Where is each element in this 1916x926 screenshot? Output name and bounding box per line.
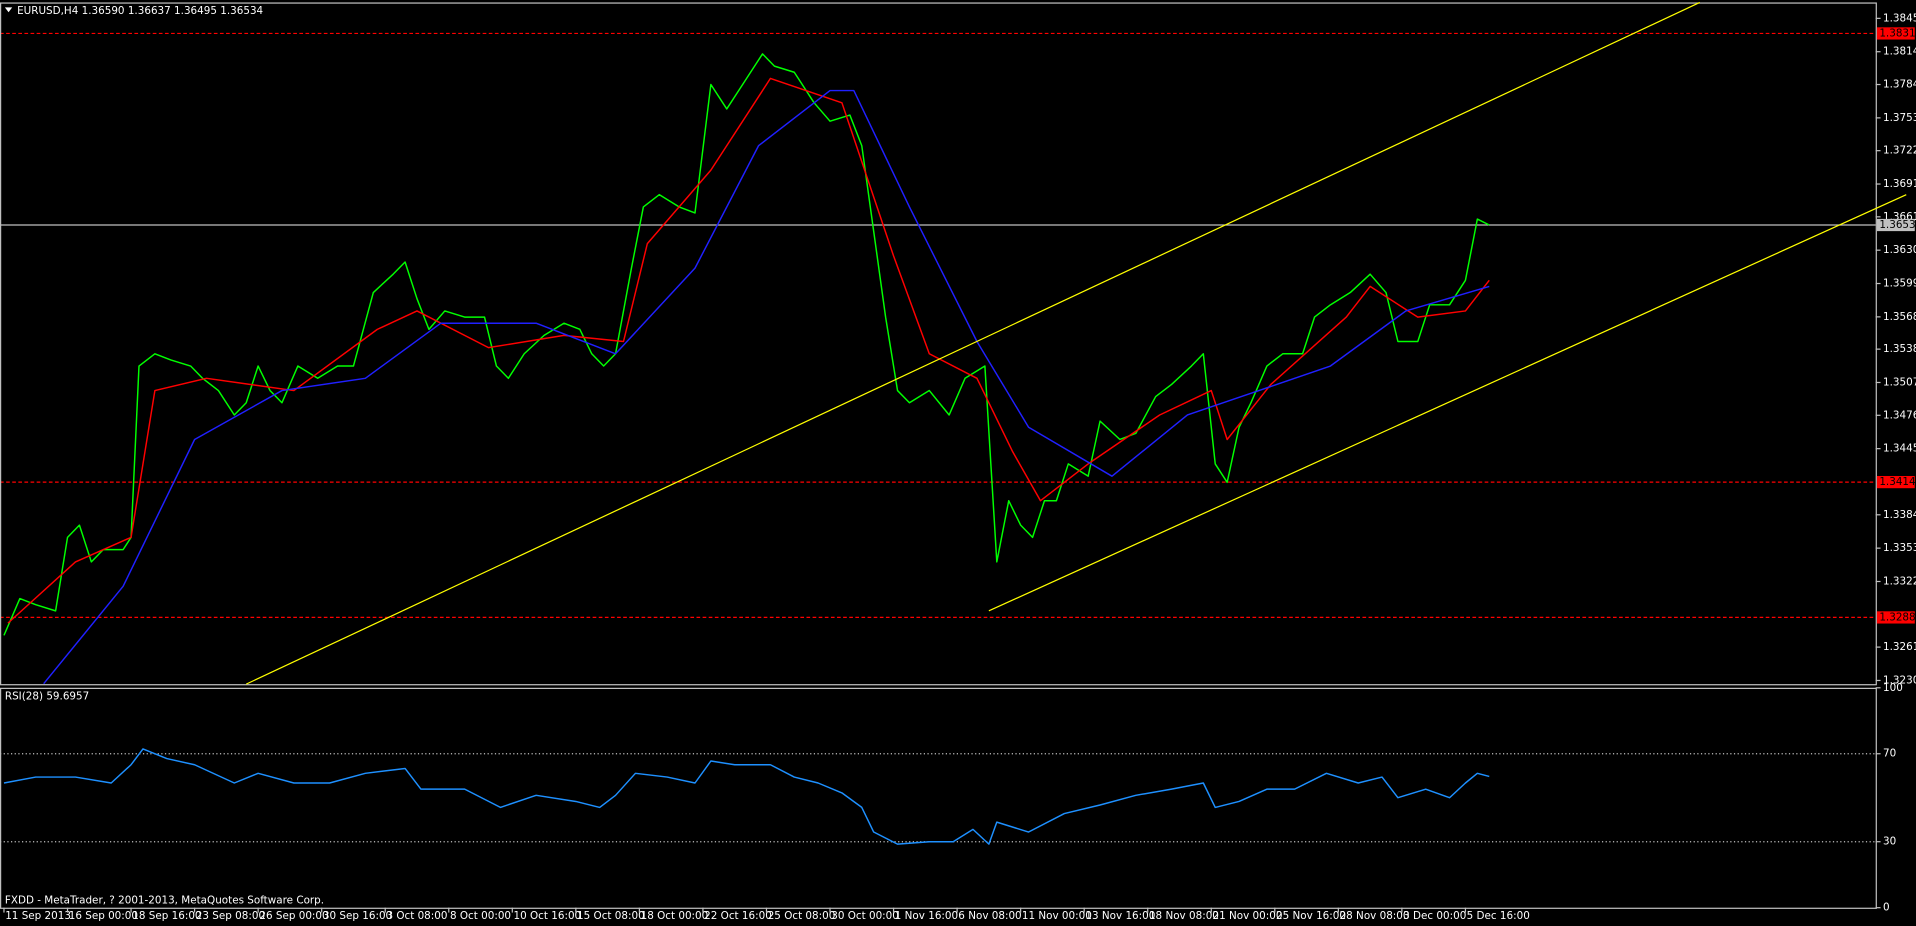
- y-tick-label: 0: [1883, 902, 1890, 914]
- y-tick-label: 1.35380: [1883, 343, 1916, 355]
- y-tick-label: 1.34455: [1883, 443, 1916, 455]
- y-tick-label: 70: [1883, 748, 1896, 760]
- level-label: 1.32886: [1879, 611, 1916, 623]
- x-tick-label: 23 Sep 08:00: [196, 910, 265, 922]
- x-tick-label: 25 Oct 08:00: [768, 910, 836, 922]
- x-tick-label: 28 Nov 08:00: [1340, 910, 1410, 922]
- y-tick-label: 1.32300: [1883, 674, 1916, 686]
- plot-area: [0, 748, 1876, 845]
- y-tick-label: 1.33530: [1883, 542, 1916, 554]
- y-tick-label: 1.35990: [1883, 278, 1916, 290]
- pane-title: RSI(28) 59.6957: [5, 690, 89, 702]
- x-tick-label: 22 Oct 16:00: [704, 910, 772, 922]
- x-tick-label: 18 Nov 08:00: [1149, 910, 1219, 922]
- last-price-label: 1.36534: [1879, 219, 1916, 231]
- x-tick-label: 3 Dec 00:00: [1403, 910, 1466, 922]
- x-tick-label: 30 Sep 16:00: [323, 910, 392, 922]
- x-tick-label: 30 Oct 00:00: [831, 910, 899, 922]
- y-tick-label: 100: [1883, 682, 1903, 694]
- plot-area: [0, 32, 1876, 685]
- x-tick-label: 18 Oct 00:00: [641, 910, 709, 922]
- series-line: [43, 89, 1490, 685]
- x-tick-label: 11 Sep 2013: [5, 910, 71, 922]
- series-line: [3, 748, 1490, 845]
- level-label: 1.38315: [1879, 27, 1916, 39]
- y-tick-label: 1.34765: [1883, 409, 1916, 421]
- y-tick-label: 1.33840: [1883, 509, 1916, 521]
- level-box: [1876, 611, 1915, 624]
- x-tick-label: 1 Nov 16:00: [895, 910, 958, 922]
- y-tick-label: 30: [1883, 836, 1896, 848]
- x-tick-label: 16 Sep 00:00: [69, 910, 138, 922]
- series-line: [3, 53, 1490, 636]
- x-tick-label: 10 Oct 16:00: [514, 910, 582, 922]
- x-tick-label: 8 Oct 00:00: [450, 910, 511, 922]
- y-tick-label: 1.37530: [1883, 112, 1916, 124]
- pane-frame: [0, 687, 1877, 909]
- x-tick-label: 15 Oct 08:00: [577, 910, 645, 922]
- trendline: [988, 194, 1907, 612]
- x-tick-label: 21 Nov 00:00: [1212, 910, 1282, 922]
- x-tick-label: 18 Sep 16:00: [132, 910, 201, 922]
- y-tick-label: 1.35070: [1883, 376, 1916, 388]
- y-tick-label: 1.36915: [1883, 178, 1916, 190]
- x-tick-label: 5 Dec 16:00: [1467, 910, 1530, 922]
- menu-arrow: [4, 7, 13, 13]
- level-box: [1876, 475, 1915, 489]
- level-box: [1876, 27, 1915, 40]
- x-tick-label: 25 Nov 16:00: [1276, 910, 1346, 922]
- y-tick-label: 1.38455: [1883, 12, 1916, 24]
- series-line: [7, 77, 1490, 624]
- x-tick-label: 13 Nov 16:00: [1085, 910, 1155, 922]
- x-tick-label: 6 Nov 08:00: [958, 910, 1021, 922]
- y-tick-label: 1.37225: [1883, 145, 1916, 157]
- y-tick-label: 1.37840: [1883, 79, 1916, 91]
- pane-title: EURUSD,H4 1.36590 1.36637 1.36495 1.3653…: [17, 5, 263, 17]
- x-tick-label: 11 Nov 00:00: [1022, 910, 1092, 922]
- y-tick-label: 1.36610: [1883, 211, 1916, 223]
- pane-frame: [0, 2, 1877, 686]
- y-tick-label: 1.38145: [1883, 46, 1916, 58]
- last-price-box: [1876, 218, 1915, 232]
- y-tick-label: 1.35680: [1883, 311, 1916, 323]
- y-tick-label: 1.32610: [1883, 641, 1916, 653]
- x-tick-label: 3 Oct 08:00: [386, 910, 447, 922]
- footnote: FXDD - MetaTrader, ? 2001-2013, MetaQuot…: [5, 894, 324, 906]
- y-tick-label: 1.33220: [1883, 575, 1916, 587]
- trendline: [245, 1, 1701, 685]
- x-tick-label: 26 Sep 00:00: [259, 910, 328, 922]
- y-tick-label: 1.36300: [1883, 244, 1916, 256]
- level-label: 1.34144: [1879, 476, 1916, 488]
